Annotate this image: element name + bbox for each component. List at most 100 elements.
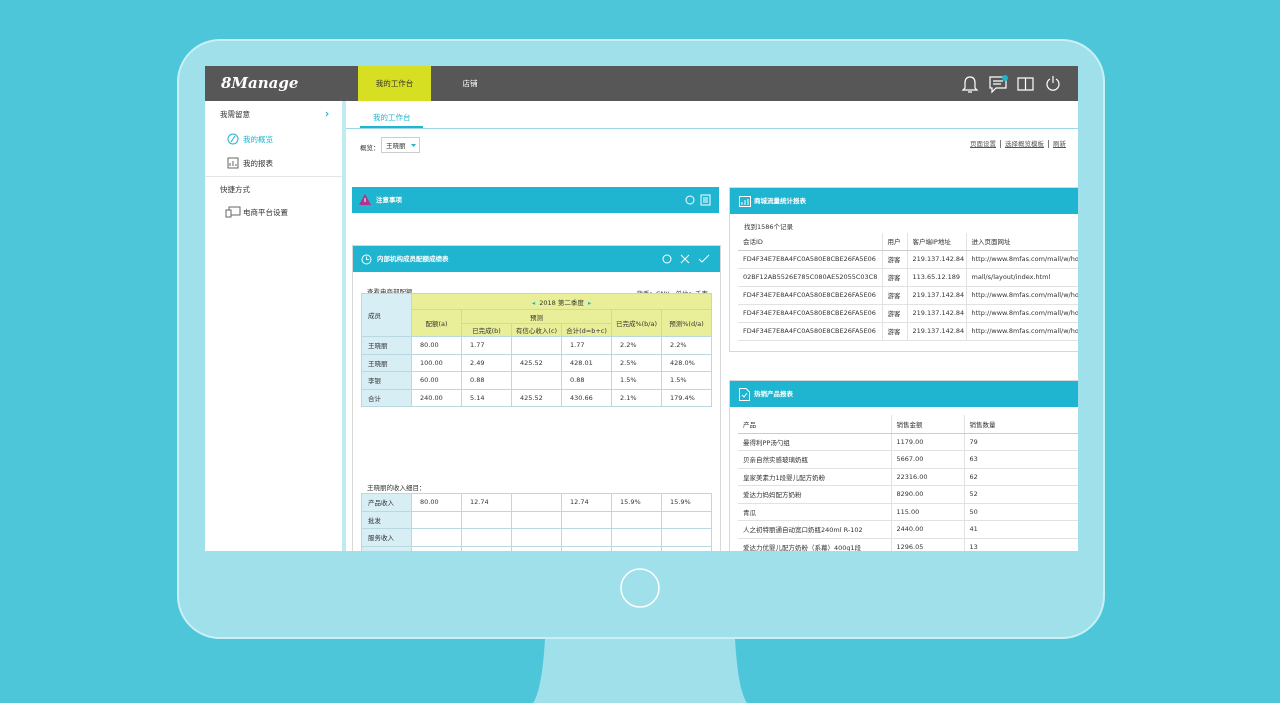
table-cell bbox=[611, 510, 662, 529]
power-icon[interactable] bbox=[1046, 76, 1060, 91]
table-cell: 62 bbox=[964, 468, 1078, 486]
table-cell: 2.2% bbox=[660, 336, 713, 355]
overview-label: 概览： bbox=[360, 144, 380, 152]
table-cell: 50 bbox=[964, 503, 1078, 521]
table-cell: 青瓜 bbox=[738, 503, 892, 521]
table-cell: 人之初特丽通自动宽口奶瓶240ml R-102 bbox=[738, 520, 892, 539]
table-cell: 15.9% bbox=[611, 493, 662, 512]
nav-tab[interactable]: 店铺 bbox=[462, 79, 478, 88]
table-cell: 52 bbox=[964, 485, 1078, 504]
book-icon[interactable] bbox=[1017, 77, 1034, 91]
table-row: 曼得利PP汤勺组 1179.00 79 bbox=[738, 433, 1078, 451]
table-cell: 12.74 bbox=[561, 493, 612, 512]
expand-arrow[interactable] bbox=[324, 110, 330, 118]
table-cell: 服务收入 bbox=[361, 528, 412, 547]
table-cell: 12.74 bbox=[461, 493, 512, 512]
table-cell bbox=[661, 528, 712, 547]
table-row: 服务收入 bbox=[361, 528, 712, 547]
table-cell: 219.137.142.84 bbox=[907, 304, 967, 323]
table-cell: 219.137.142.84 bbox=[907, 322, 967, 341]
nav-tab[interactable]: 我的工作台 bbox=[358, 66, 431, 101]
table-cell: 李银 bbox=[361, 371, 412, 390]
table-cell bbox=[511, 510, 562, 529]
table-cell: 1.77 bbox=[461, 336, 512, 355]
table-row: 爱达力妈妈配方奶粉 8290.00 52 bbox=[738, 485, 1078, 504]
prev-arrow[interactable]: ◂ bbox=[531, 298, 536, 307]
overview-select[interactable]: 王晓丽 bbox=[381, 137, 420, 153]
sidebar-item[interactable]: 我的概览 bbox=[243, 135, 273, 144]
table-cell: 2.5% bbox=[611, 353, 662, 372]
content-tab[interactable]: 我的工作台 bbox=[373, 113, 411, 122]
table-cell: 2.1% bbox=[611, 388, 662, 407]
table-cell: 游客 bbox=[882, 322, 908, 341]
table-cell bbox=[461, 528, 512, 547]
overview-icon bbox=[227, 133, 239, 145]
table-cell: 0.88 bbox=[461, 371, 512, 390]
panel-title: 注意事项 bbox=[352, 187, 719, 213]
table-cell: 2.2% bbox=[611, 336, 662, 355]
traffic-panel: 商城流量统计报表 找到1586个记录 会话ID 用户 客户端IP地址 进入页面网址 FD… bbox=[729, 187, 1078, 352]
table-caption: 查看电商部配额 bbox=[367, 288, 413, 296]
record-count: 找到1586个记录 bbox=[744, 223, 794, 231]
table-cell: 合计 bbox=[361, 388, 412, 407]
top-bar: 8Manage 我的工作台 店铺 bbox=[205, 66, 1078, 101]
table-cell: FD4F34E7E8A4FC0A580E8CBE26FA5E06 bbox=[738, 304, 883, 323]
header-cell: 已完成(b) bbox=[461, 323, 512, 337]
table-cell: 425.52 bbox=[511, 388, 562, 407]
table-cell: 60.00 bbox=[411, 371, 462, 390]
detail-table: 产品收入80.0012.7412.7415.9%15.9%批发服务收入固话业务公… bbox=[361, 493, 712, 551]
table-cell: 80.00 bbox=[411, 493, 462, 512]
table-cell: 贝亲自然实感玻璃奶瓶 bbox=[738, 450, 892, 469]
table-row: 产品收入 80.00 12.74 12.74 15.9% 15.9% bbox=[361, 493, 712, 512]
sidebar-splitter[interactable] bbox=[342, 101, 346, 551]
table-cell: http://www.8mfas.com/mall/w/hor bbox=[966, 286, 1078, 305]
table-cell: 428.01 bbox=[561, 353, 612, 372]
table-cell: 179.4% bbox=[660, 388, 713, 407]
panel-tools[interactable] bbox=[685, 194, 711, 206]
table-cell: 固话业务 bbox=[361, 545, 412, 551]
header-cell: 销售数量 bbox=[964, 415, 1078, 434]
sidebar-section[interactable]: 我需留意 bbox=[220, 110, 250, 119]
table-cell: 5.14 bbox=[461, 388, 512, 407]
bell-icon[interactable] bbox=[961, 76, 979, 93]
page-link[interactable]: 选择概览模板 bbox=[1000, 140, 1048, 148]
panel-tools[interactable] bbox=[662, 253, 710, 265]
home-button[interactable] bbox=[620, 568, 660, 608]
table-cell: 1.5% bbox=[660, 371, 713, 390]
platform-icon bbox=[225, 206, 241, 218]
table-cell bbox=[661, 510, 712, 529]
table-row: 合计 240.00 5.14 425.52 430.66 2.1% 179.4% bbox=[361, 388, 713, 407]
sidebar-section[interactable]: 快捷方式 bbox=[220, 185, 250, 194]
table-cell: http://www.8mfas.com/mall/w/hor bbox=[966, 304, 1078, 323]
header-cell: 预测 bbox=[461, 309, 612, 324]
page-link[interactable]: 刷新 bbox=[1048, 140, 1070, 148]
table-row: 皇家美素力1段婴儿配方奶粉 22316.00 62 bbox=[738, 468, 1078, 486]
monitor-stand bbox=[533, 639, 747, 703]
table-row: 02BF12AB5526E785C080AE52055C03C8 游客 113.65… bbox=[738, 268, 1078, 287]
table-caption: 王晓丽的收入细目： bbox=[367, 484, 426, 492]
logo[interactable]: 8Manage bbox=[221, 74, 299, 92]
next-arrow[interactable]: ▸ bbox=[587, 298, 592, 307]
page-link[interactable]: 页面设置 bbox=[970, 140, 996, 148]
sidebar-item[interactable]: 我的报表 bbox=[243, 159, 273, 168]
panel-title: 热销产品报表 bbox=[730, 381, 1078, 407]
period: 2018 第二季度 bbox=[539, 298, 584, 307]
table-cell bbox=[511, 528, 562, 547]
table-cell: 1.5% bbox=[611, 371, 662, 390]
quota-table: 成员 ◂ 2018 第二季度 ▸ 配额(a) 预测 已完成%(b/a) 预测%(d/a… bbox=[361, 293, 713, 407]
table-cell: 240.00 bbox=[411, 388, 462, 407]
table-row: FD4F34E7E8A4FC0A580E8CBE26FA5E06 游客 219.13… bbox=[738, 304, 1078, 323]
panel-title: 商城流量统计报表 bbox=[730, 188, 1078, 214]
table-cell: 63 bbox=[964, 450, 1078, 469]
table-cell: 428.0% bbox=[660, 353, 713, 372]
table-cell: 1179.00 bbox=[891, 433, 965, 451]
sidebar-item[interactable]: 电商平台设置 bbox=[243, 208, 288, 217]
separator bbox=[205, 176, 342, 177]
header-cell: 配额(a) bbox=[411, 309, 462, 337]
table-row: 青瓜 115.00 50 bbox=[738, 503, 1078, 521]
table-cell: 0.88 bbox=[561, 371, 612, 390]
sidebar: 我需留意 我的概览 我的报表 快捷方式 电商平台设置 bbox=[205, 101, 342, 551]
table-cell: 王晓丽 bbox=[361, 336, 412, 355]
header-cell: 销售金额 bbox=[891, 415, 965, 434]
